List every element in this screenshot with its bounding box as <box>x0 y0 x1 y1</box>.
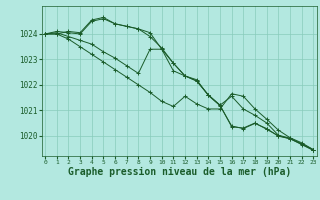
X-axis label: Graphe pression niveau de la mer (hPa): Graphe pression niveau de la mer (hPa) <box>68 167 291 177</box>
